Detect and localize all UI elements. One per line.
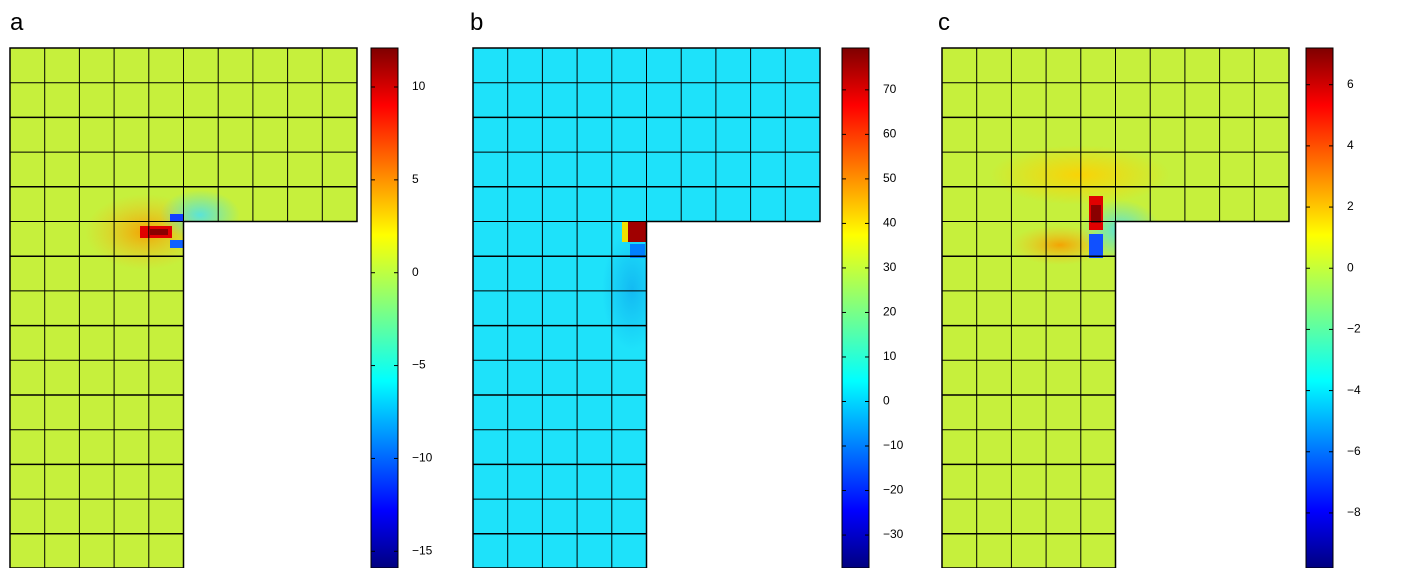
colorbar-tick-label: 0 [883, 394, 890, 408]
colorbar-tick-label: −2 [1347, 322, 1361, 336]
colorbar-tick-label: 2 [1347, 199, 1354, 213]
colorbar-tick-label: 70 [883, 82, 897, 96]
mesh-outline [9, 47, 358, 568]
colorbar-tick-label: −10 [412, 451, 433, 465]
colorbar [1305, 47, 1334, 568]
glow [990, 145, 1170, 205]
colorbar-tick-label: 0 [412, 265, 419, 279]
cold [170, 240, 184, 248]
colorbar [841, 47, 870, 568]
colorbar-tick-label: 30 [883, 260, 897, 274]
colorbar-tick-label: 40 [883, 216, 897, 230]
mesh-outline [472, 47, 821, 568]
colorbar-tick-label: −4 [1347, 383, 1361, 397]
panel-label: c [938, 9, 950, 36]
hot [628, 222, 646, 242]
colorbar-tick-label: 4 [1347, 138, 1354, 152]
colorbar-tick-label: 5 [412, 172, 419, 186]
hot [150, 229, 168, 235]
cold [1089, 234, 1103, 258]
cold [170, 214, 184, 222]
colorbar-tick-label: 6 [1347, 77, 1354, 91]
colorbar-tick-label: 10 [883, 349, 897, 363]
panel-label: b [470, 9, 483, 36]
panel: a 10 5 0 −5 −10 −15 [9, 9, 433, 568]
colorbar-tick-label: −20 [883, 483, 904, 497]
colorbar-tick-label: −6 [1347, 444, 1361, 458]
colorbar-tick-label: −15 [412, 543, 433, 557]
colorbar-tick-label: 0 [1347, 260, 1354, 274]
panel-label: a [10, 9, 24, 36]
panel: c 6 4 2 0 −2 −4 −6 −8 [938, 9, 1361, 568]
colorbar [370, 47, 399, 568]
colorbar-tick-label: 10 [412, 79, 426, 93]
hot [1091, 205, 1101, 223]
colorbar-tick-label: −30 [883, 527, 904, 541]
colorbar-tick-label: −8 [1347, 505, 1361, 519]
colorbar-tick-label: −10 [883, 438, 904, 452]
colorbar-tick-label: 60 [883, 127, 897, 141]
colorbar-tick-label: −5 [412, 358, 426, 372]
warm [622, 222, 632, 242]
panel: b 70 60 50 40 30 20 10 0 −10 −20 −30 [470, 9, 904, 568]
mesh-outline [941, 47, 1290, 568]
cold [630, 244, 645, 258]
colorbar-tick-label: 20 [883, 305, 897, 319]
colorbar-tick-label: 50 [883, 171, 897, 185]
